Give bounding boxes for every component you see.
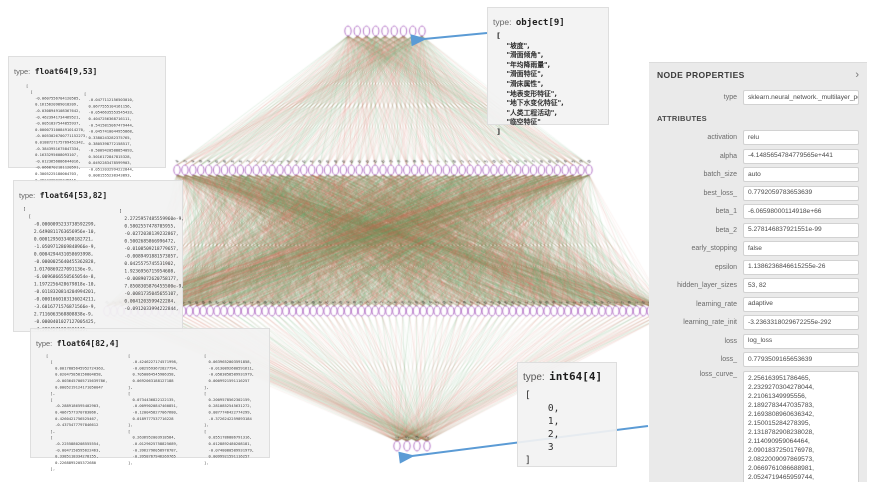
weights-values: [ 0.0639652003591858, -0.013089268059161… [204,353,255,466]
dtype-badge: float64[82,4] [56,339,120,348]
attr-value-loss_[interactable]: 0.7793509165653639 [743,352,859,367]
attr-row-activation: activation relu [657,130,859,145]
tooltip-header: type: int64[4] [523,367,611,385]
arrow-to-input-layer [410,32,488,47]
attr-label: epsilon [714,263,737,271]
attr-row-alpha: alpha -4.1485654784779565e+441 [657,148,859,164]
attr-label: loss_curve_ [699,370,737,378]
attr-label: beta_2 [715,226,737,234]
attr-row-loss_: loss_ 0.7793509165653639 [657,352,859,367]
weights-values: [ [ 0.0017805645952724363, 0.02047585815… [46,353,108,472]
attr-row-loss_curve_: loss_curve_ 2.256163951786465, 2.23292703… [657,370,859,482]
weights-values: [ [ -0.0607556704120585, 0.1615620989018… [26,83,88,183]
attr-row-epsilon: epsilon 1.1386236846615255e-26 [657,259,859,275]
tooltip-header: type: float64[9,53] [14,61,160,79]
weights-values: [ -0.0477112156503010, 0.067755510416115… [84,91,135,178]
tooltip-class-labels: type: int64[4] [ 0, 1, 2, 3 ] [517,362,617,467]
attr-row-learning_rate: learning_rate adaptive [657,296,859,312]
attr-value-learning_rate_init[interactable]: -3.2363318029672255e-292 [743,315,859,330]
type-label: type: [523,372,545,383]
attr-row-beta_1: beta_1 -6.06598000114918e+66 [657,204,859,219]
weights-values: [ -0.4246227174571998, -0.08295936728277… [128,353,179,466]
tooltip-weights-hidden2-output: type: float64[82,4] [ [ 0.00178056459527… [30,328,270,471]
attr-value-loss[interactable]: log_loss [743,333,859,349]
panel-title: NODE PROPERTIES [657,70,745,80]
dtype-badge: float64[9,53] [34,67,98,76]
dtype-badge: float64[53,82] [39,191,108,200]
attr-row-early_stopping: early_stopping false [657,241,859,256]
attributes-list: activation relu alpha -4.1485654784779565e+… [657,130,859,482]
attr-label: learning_rate [696,300,737,308]
attr-value-hidden_layer_sizes[interactable]: 53, 82 [743,278,859,293]
weights-column: [ 0.0639652003591858, -0.013089268059161… [204,353,276,482]
attr-label: activation [707,134,737,141]
attr-label: early_stopping [691,245,737,252]
attr-value-activation[interactable]: relu [743,130,859,145]
node-properties-panel: NODE PROPERTIES › type sklearn.neural_ne… [649,62,867,482]
attr-row-batch_size: batch_size auto [657,167,859,182]
dtype-badge: object[9] [515,18,565,28]
attr-row-beta_2: beta_2 5.278146837921551e-99 [657,222,859,238]
weights-column: [ 2.2725957485559960e-9, 0.5802557478705… [119,208,185,418]
tooltip-weights-input-hidden1: type: float64[9,53] [ [ -0.0607556704120… [8,56,166,183]
tooltip-header: type: float64[53,82] [19,185,177,203]
type-row: type sklearn.neural_network._multilayer_… [657,90,859,105]
type-label: type: [14,67,31,76]
attr-value-epsilon[interactable]: 1.1386236846615255e-26 [743,259,859,275]
collapse-panel-chevron-icon[interactable]: › [855,69,859,81]
class-label-list: [ 0, 1, 2, 3 ] [525,390,560,466]
attr-row-hidden_layer_sizes: hidden_layer_sizes 53, 82 [657,278,859,293]
attr-value-learning_rate[interactable]: adaptive [743,296,859,312]
attr-row-best_loss_: best_loss_ 0.7792059783653639 [657,185,859,201]
type-label: type: [36,339,53,348]
dtype-badge: int64[4] [549,370,603,383]
attr-value-beta_1[interactable]: -6.06598000114918e+66 [743,204,859,219]
attr-label: best_loss_ [703,189,737,197]
attr-value-loss_curve_[interactable]: 2.256163951786465, 2.2329270304278044, 2… [743,370,859,482]
tooltip-header: type: object[9] [493,12,603,30]
attr-label: beta_1 [715,208,737,215]
type-row-label: type [723,94,737,101]
attr-value-batch_size[interactable]: auto [743,167,859,182]
tooltip-feature-names: type: object[9] [ "坡度", "滑面倾角", "年均降雨量",… [487,7,609,136]
type-label: type: [493,17,512,27]
attr-value-beta_2[interactable]: 5.278146837921551e-99 [743,222,859,238]
attr-row-learning_rate_init: learning_rate_init -3.2363318029672255e-2… [657,315,859,330]
attr-label: loss [724,337,737,345]
weights-values: [ [ -0.0000095233738592299, 2.6490811763… [23,207,97,332]
weights-column: [ [ 0.0017805645952724363, 0.02047585815… [46,353,118,482]
attr-value-best_loss_[interactable]: 0.7792059783653639 [743,185,859,201]
type-row-value[interactable]: sklearn.neural_network._multilayer_perce… [743,90,859,105]
feature-name-list: [ "坡度", "滑面倾角", "年均降雨量", "滑面特征", "滑床属性",… [497,32,564,136]
attr-row-loss: loss log_loss [657,333,859,349]
tooltip-weights-hidden1-hidden2: type: float64[53,82] [ [ -0.000009523373… [13,180,184,332]
tooltip-header: type: float64[82,4] [36,333,264,351]
weights-values: [ 2.2725957485559960e-9, 0.5802557478705… [119,209,185,312]
attr-label: batch_size [703,171,737,178]
attr-value-early_stopping[interactable]: false [743,241,859,256]
attr-label: hidden_layer_sizes [677,282,737,289]
weights-column: [ -0.0477112156503010, 0.067755510416115… [84,91,164,301]
attr-label: alpha [719,152,737,160]
attributes-section-header: ATTRIBUTES [657,114,707,123]
attr-value-alpha[interactable]: -4.1485654784779565e+441 [743,148,859,164]
attr-label: loss_ [720,356,737,363]
type-label: type: [19,191,36,200]
attr-label: learning_rate_init [683,319,737,326]
weights-column: [ -0.4246227174571998, -0.08295936728277… [128,353,200,482]
